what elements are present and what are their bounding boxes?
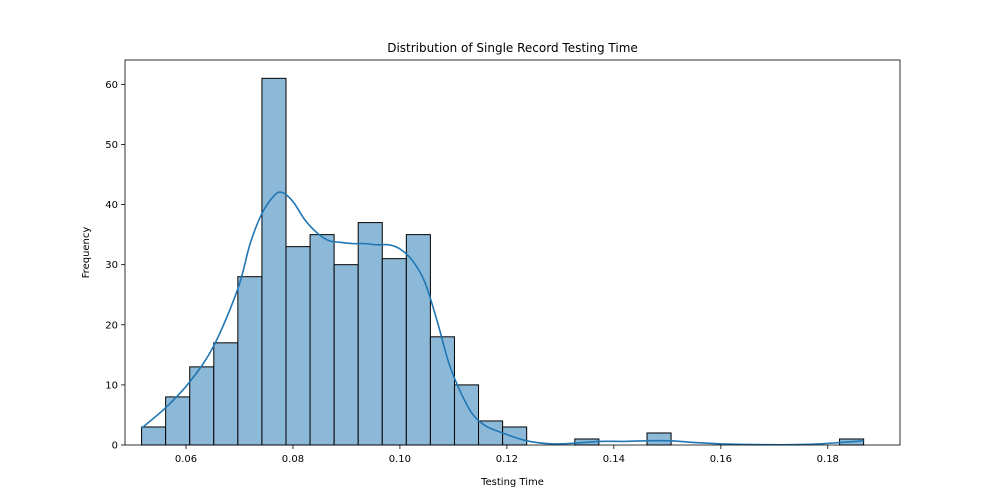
histogram-bar: [646, 432, 672, 446]
histogram-bar: [189, 366, 215, 446]
x-tick-label: 0.10: [389, 454, 411, 465]
histogram-bar: [453, 384, 480, 446]
x-tick-label: 0.14: [603, 454, 625, 465]
y-tick-label: 40: [105, 200, 118, 211]
histogram-bar: [429, 336, 455, 446]
kde-line: [141, 191, 864, 446]
histogram-bar: [237, 276, 263, 446]
y-tick-label: 50: [105, 140, 118, 151]
histogram-bar: [309, 234, 335, 446]
y-axis-label: Frequency: [81, 227, 92, 279]
y-axis: 0 10 20 30 40 50 60: [105, 80, 125, 452]
x-tick-label: 0.06: [175, 454, 197, 465]
plot-frame: [124, 59, 901, 446]
y-tick-label: 30: [105, 260, 118, 271]
y-tick-label: 0: [112, 441, 118, 452]
histogram-bar: [285, 246, 311, 446]
x-tick-label: 0.12: [496, 454, 518, 465]
histogram-bar: [478, 420, 504, 446]
histogram-bar: [141, 426, 167, 446]
x-tick-label: 0.08: [282, 454, 304, 465]
chart-title: Distribution of Single Record Testing Ti…: [387, 41, 638, 55]
histogram-bar: [357, 222, 383, 446]
histogram-bar: [333, 264, 359, 446]
y-tick-label: 60: [105, 80, 118, 91]
x-tick-label: 0.16: [710, 454, 732, 465]
y-tick-label: 20: [105, 320, 118, 331]
x-tick-label: 0.18: [817, 454, 839, 465]
x-axis: 0.06 0.08 0.10 0.12 0.14 0.16 0.18: [175, 445, 839, 465]
histogram-bar: [502, 426, 528, 446]
histogram-bar: [261, 77, 287, 446]
y-tick-label: 10: [105, 380, 118, 391]
x-axis-label: Testing Time: [480, 477, 544, 488]
histogram-bar: [381, 258, 407, 446]
histogram-bar: [213, 342, 239, 446]
histogram-bar: [405, 234, 431, 446]
